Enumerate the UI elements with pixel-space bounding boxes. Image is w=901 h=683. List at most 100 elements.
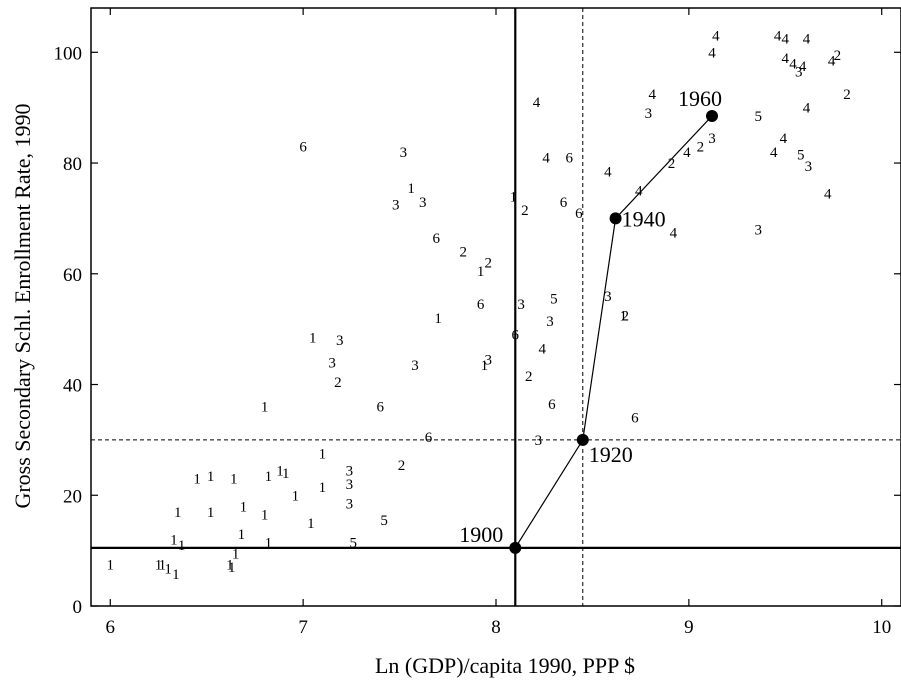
data-point: 3 — [419, 195, 427, 211]
data-point: 4 — [789, 56, 797, 72]
data-point: 4 — [648, 87, 656, 103]
data-point: 3 — [755, 222, 763, 238]
data-point: 6 — [432, 231, 440, 247]
data-point: 1 — [207, 505, 215, 521]
data-point: 5 — [350, 535, 358, 551]
data-point: 4 — [782, 31, 790, 47]
plot-frame — [90, 7, 901, 607]
data-point: 1 — [261, 400, 269, 416]
data-point: 3 — [535, 433, 543, 449]
y-tick-label: 40 — [63, 376, 82, 397]
x-tick-label: 7 — [298, 617, 308, 638]
data-point: 4 — [604, 164, 612, 180]
x-tick-label: 8 — [491, 617, 501, 638]
data-point: 1 — [319, 480, 327, 496]
data-point: 4 — [780, 131, 788, 147]
data-point: 1 — [282, 466, 290, 482]
data-point: 4 — [774, 29, 782, 45]
data-point: 3 — [346, 463, 354, 479]
data-point: 3 — [400, 145, 408, 161]
data-point: 1 — [481, 358, 489, 374]
data-point: 6 — [560, 195, 568, 211]
data-point: 3 — [795, 65, 803, 81]
data-point: 4 — [708, 45, 716, 61]
data-point: 1 — [170, 533, 178, 549]
data-point: 3 — [411, 358, 419, 374]
y-tick-label: 20 — [63, 486, 82, 507]
reference-lines — [91, 8, 901, 606]
data-point: 4 — [683, 145, 691, 161]
data-point: 6 — [548, 397, 556, 413]
data-point: 5 — [380, 513, 388, 529]
data-point: 2 — [621, 308, 629, 324]
data-point: 1 — [174, 505, 182, 521]
data-point: 4 — [799, 59, 807, 75]
data-point: 3 — [645, 106, 653, 122]
data-point: 1 — [159, 557, 167, 573]
data-point: 4 — [533, 95, 541, 111]
data-point: 4 — [635, 184, 643, 200]
data-point: 1 — [307, 516, 315, 532]
data-point: 3 — [336, 333, 344, 349]
data-point: 1 — [238, 527, 246, 543]
data-point: 1 — [172, 567, 180, 583]
data-point: 1 — [477, 264, 485, 280]
data-point: 2 — [668, 156, 676, 172]
data-point: 6 — [566, 151, 574, 167]
data-point: 4 — [770, 145, 778, 161]
data-point: 1 — [240, 499, 248, 515]
data-point: 1 — [434, 311, 442, 327]
data-point: 1 — [178, 538, 186, 554]
data-point: 3 — [517, 297, 525, 313]
data-point: 5 — [797, 148, 805, 164]
data-point: 1 — [193, 472, 201, 488]
data-point: 6 — [425, 430, 433, 446]
trajectory-line — [514, 115, 713, 549]
data-point: 2 — [485, 256, 493, 272]
data-point: 6 — [575, 206, 583, 222]
y-tick-label: 0 — [73, 597, 83, 618]
data-point: 3 — [346, 477, 354, 493]
x-tick-label: 9 — [684, 617, 694, 638]
data-point: 2 — [398, 458, 406, 474]
data-point: 1 — [407, 181, 415, 197]
data-point: 1 — [309, 330, 317, 346]
x-tick-label: 6 — [106, 617, 116, 638]
data-point: 4 — [539, 342, 547, 358]
trajectory-year-label: 1940 — [622, 206, 666, 231]
trajectory-point — [706, 109, 718, 122]
data-point: 3 — [328, 355, 336, 371]
data-point: 2 — [843, 87, 851, 103]
trajectory-year-label: 1900 — [459, 522, 503, 547]
trajectory-year-label: 1920 — [589, 442, 633, 467]
data-point: 6 — [631, 411, 639, 427]
data-point: 3 — [708, 131, 716, 147]
data-point: 6 — [512, 328, 520, 344]
y-tick-label: 80 — [63, 154, 82, 175]
data-point: 3 — [392, 198, 400, 214]
trajectory-year-label: 1960 — [678, 86, 722, 111]
trajectory-point — [609, 212, 622, 225]
data-point: 5 — [755, 109, 763, 125]
data-point: 1 — [207, 469, 215, 485]
data-point: 3 — [546, 314, 554, 330]
y-tick-label: 60 — [63, 265, 82, 286]
data-point: 1 — [265, 469, 273, 485]
data-point: 3 — [805, 159, 813, 175]
data-point: 2 — [521, 203, 529, 219]
trajectory-point — [509, 541, 522, 554]
data-point: 4 — [803, 31, 811, 47]
data-point: 1 — [155, 557, 163, 573]
data-point: 2 — [697, 139, 705, 155]
data-point: 6 — [477, 297, 485, 313]
data-point: 1 — [292, 488, 300, 504]
data-point: 1 — [107, 557, 115, 573]
data-point: 1 — [230, 472, 238, 488]
trajectory: 1900 1920 1940 1960 — [459, 86, 722, 554]
data-point: 5 — [550, 292, 558, 308]
data-point: 1 — [319, 447, 327, 463]
data-point: 1 — [261, 508, 269, 524]
data-point: 1 — [232, 546, 240, 562]
